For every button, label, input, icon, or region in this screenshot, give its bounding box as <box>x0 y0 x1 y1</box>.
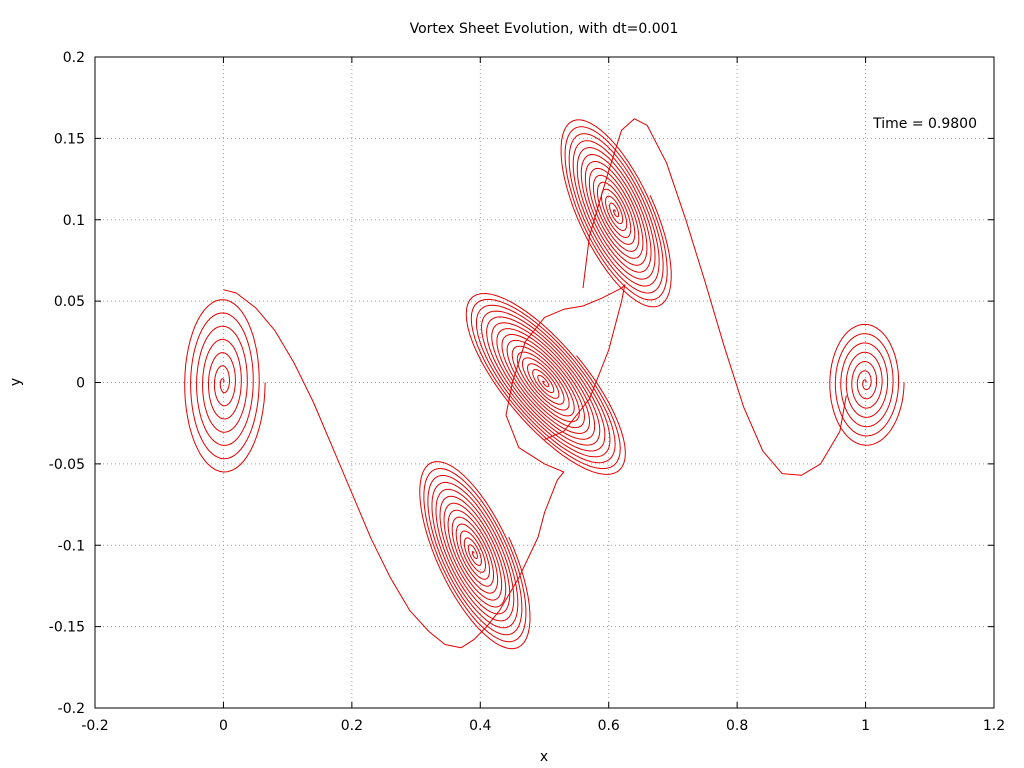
time-annotation: Time = 0.9800 <box>872 116 977 132</box>
vortex-spiral <box>184 299 266 473</box>
vortex-spiral <box>465 293 626 475</box>
y-tick-label: 0 <box>76 376 85 392</box>
vortex-sheet-segment <box>582 118 847 476</box>
plot-area <box>184 118 905 650</box>
y-tick-label: -0.05 <box>49 457 85 473</box>
x-axis-label: x <box>540 749 548 765</box>
x-tick-label: 1 <box>861 718 870 734</box>
x-tick-label: 1.2 <box>983 718 1005 734</box>
vortex-spiral <box>419 461 531 650</box>
y-tick-label: 0.15 <box>54 131 85 147</box>
x-tick-label: 0.4 <box>469 718 491 734</box>
x-tick-labels: -0.2 0 0.2 0.4 0.6 0.8 1 1.2 <box>81 718 1005 734</box>
y-tick-label: -0.15 <box>49 620 85 636</box>
y-axis-label: y <box>8 378 24 386</box>
y-tick-labels: -0.2 -0.15 -0.1 -0.05 0 0.05 0.1 0.15 0.2 <box>49 50 85 717</box>
x-tick-label: -0.2 <box>81 718 108 734</box>
x-tick-label: 0.2 <box>341 718 363 734</box>
vortex-spiral <box>560 119 672 308</box>
y-tick-label: -0.1 <box>58 538 85 554</box>
y-tick-label: 0.05 <box>54 294 85 310</box>
chart-title: Vortex Sheet Evolution, with dt=0.001 <box>410 21 679 37</box>
x-tick-label: 0.8 <box>726 718 748 734</box>
vortex-sheet-segment <box>499 305 584 611</box>
vortex-sheet-segment <box>544 284 626 440</box>
x-tick-label: 0 <box>219 718 228 734</box>
x-tick-label: 0.6 <box>598 718 620 734</box>
y-tick-label: 0.2 <box>63 50 85 66</box>
vortex-sheet-segment <box>223 289 500 649</box>
vortex-spiral <box>829 323 905 446</box>
axis-ticks <box>94 56 995 709</box>
y-tick-label: 0.1 <box>63 213 85 229</box>
y-tick-label: -0.2 <box>58 701 85 717</box>
